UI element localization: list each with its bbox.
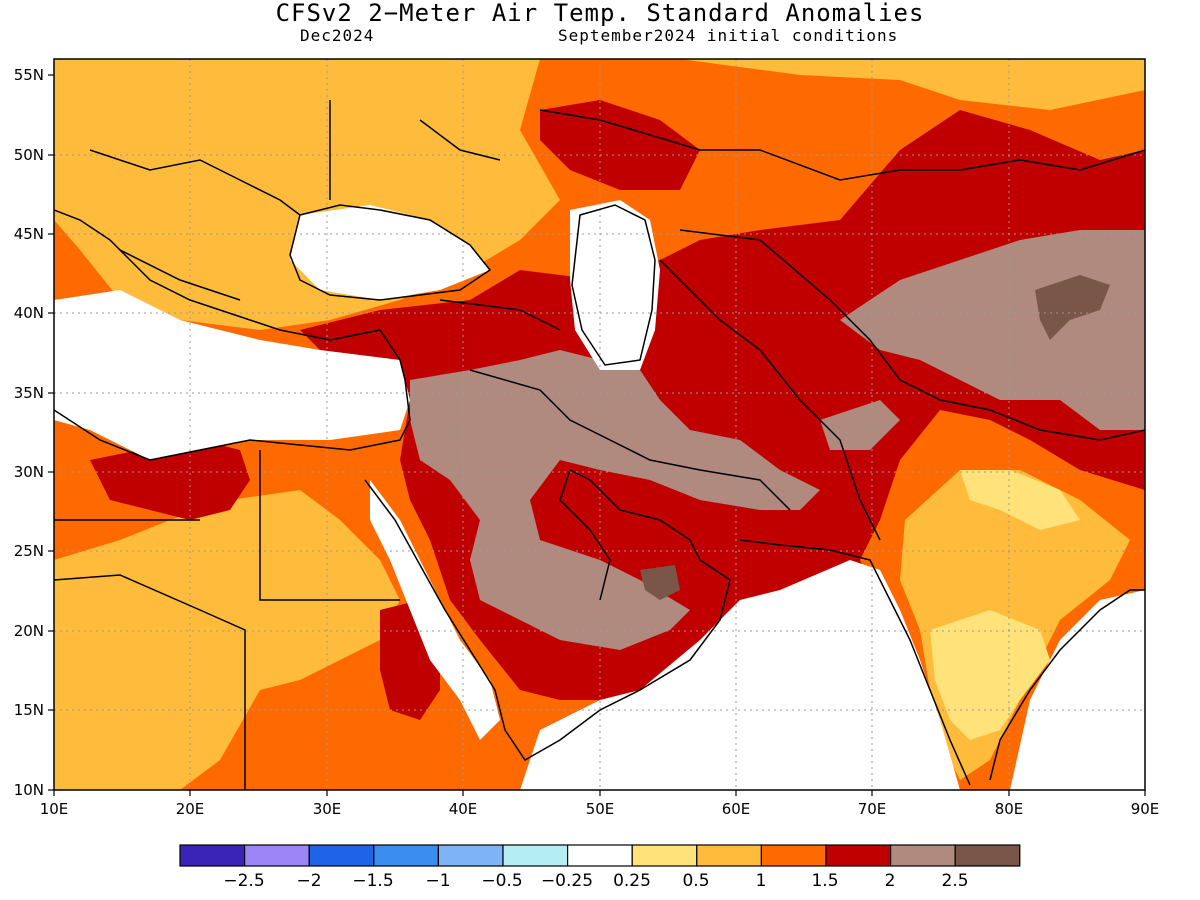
anomaly-above2.5-tarim — [1035, 275, 1110, 340]
colorbar-swatch — [566, 844, 633, 867]
anomaly-1.5to2-north-africa — [90, 440, 250, 520]
anomaly-neutral-black-sea — [290, 205, 490, 300]
initial-conditions: September2024 initial conditions — [558, 26, 899, 45]
anomaly-0.25to0.5-india — [930, 610, 1050, 740]
anomaly-0.5to1-africa-west — [54, 490, 400, 790]
map-title: CFSv2 2−Meter Air Temp. Standard Anomali… — [275, 0, 925, 27]
colorbar-labels: −2.5 −2 −1.5 −1 −0.5 −0.25 0.25 0.5 1 1.… — [223, 871, 968, 891]
forecast-month: Dec2024 — [300, 26, 375, 45]
colorbar-swatch — [889, 844, 956, 867]
lat-tick-label: 55N — [14, 66, 44, 84]
colorbar-label: 1 — [756, 871, 767, 891]
lat-tick-label: 50N — [14, 146, 44, 164]
lon-tick-label: 50E — [586, 800, 615, 818]
lat-tick-label: 30N — [14, 463, 44, 481]
colorbar-swatch — [502, 844, 569, 867]
colorbar-swatch — [179, 844, 246, 867]
lat-tick-labels: 55N 50N 45N 40N 35N 30N 25N 20N 15N 10N — [14, 66, 44, 799]
colorbar-swatch — [373, 844, 439, 867]
anomaly-2to2.5-afghanistan — [820, 400, 900, 450]
colorbar-label: 2 — [885, 871, 896, 891]
colorbar-label: 0.5 — [682, 871, 709, 891]
lon-tick-label: 40E — [449, 800, 478, 818]
anomaly-neutral-bay-of-bengal — [1010, 590, 1145, 790]
lat-tick-label: 20N — [14, 622, 44, 640]
anomaly-neutral-caspian — [570, 200, 660, 370]
colorbar-swatch — [696, 844, 762, 867]
lon-tick-label: 70E — [858, 800, 887, 818]
lat-tick-label: 35N — [14, 384, 44, 402]
colorbar-label: −2.5 — [223, 871, 264, 891]
colorbar-legend — [179, 844, 1021, 867]
lon-tick-labels: 10E 20E 30E 40E 50E 60E 70E 80E 90E — [40, 800, 1160, 818]
colorbar-label: 1.5 — [811, 871, 838, 891]
colorbar-label: −0.25 — [541, 871, 593, 891]
grid-lines — [54, 59, 1145, 790]
anomaly-neutral-mediterranean — [54, 290, 410, 460]
lon-tick-label: 20E — [176, 800, 205, 818]
colorbar-swatch — [631, 844, 698, 867]
colorbar-label: −1 — [425, 871, 450, 891]
anomaly-1.5to2-siberia — [540, 100, 700, 190]
colorbar-label: −1.5 — [352, 871, 393, 891]
anomaly-0.25to0.5-ganges — [960, 470, 1080, 530]
anomaly-neutral-red-sea — [370, 480, 500, 740]
colorbar-label: 0.25 — [613, 871, 651, 891]
anomaly-field — [54, 59, 1145, 790]
lon-tick-label: 30E — [313, 800, 342, 818]
colorbar-swatch — [825, 844, 892, 867]
colorbar-label: −2 — [296, 871, 321, 891]
lon-tick-label: 80E — [995, 800, 1024, 818]
anomaly-above2.5-oman — [640, 565, 680, 600]
lon-tick-label: 90E — [1131, 800, 1160, 818]
colorbar-swatch — [244, 844, 310, 867]
colorbar-swatch — [437, 844, 504, 867]
lon-tick-label: 10E — [40, 800, 69, 818]
lat-tick-label: 40N — [14, 304, 44, 322]
coastlines-and-borders — [54, 100, 1145, 790]
lat-tick-label: 45N — [14, 225, 44, 243]
colorbar-swatch — [760, 844, 827, 867]
anomaly-neutral-arabian-sea — [520, 560, 960, 790]
colorbar-swatch — [954, 844, 1021, 867]
colorbar-label: −0.5 — [481, 871, 522, 891]
lat-tick-label: 10N — [14, 781, 44, 799]
lat-tick-label: 15N — [14, 701, 44, 719]
colorbar-swatch — [308, 844, 375, 867]
anomaly-2to2.5-arabia-iraq — [410, 350, 820, 650]
lat-tick-label: 25N — [14, 542, 44, 560]
axis-tick-marks — [48, 74, 1146, 796]
colorbar-label: 2.5 — [941, 871, 968, 891]
lon-tick-label: 60E — [722, 800, 751, 818]
anomaly-0.5to1-russia — [680, 59, 1145, 110]
